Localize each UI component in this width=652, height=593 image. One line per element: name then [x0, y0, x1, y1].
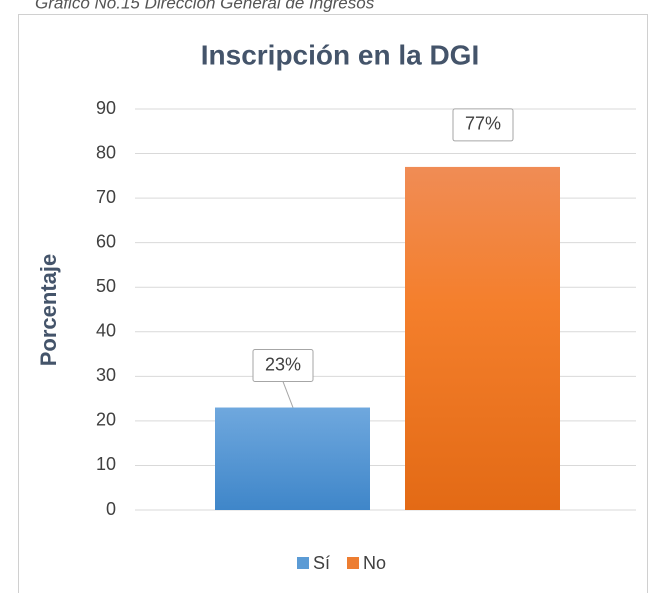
bar	[215, 407, 370, 510]
data-label: 77%	[465, 114, 501, 134]
data-label-box	[252, 349, 314, 383]
y-tick-label: 40	[96, 321, 116, 341]
legend-swatch	[347, 557, 359, 569]
y-tick-label: 70	[96, 187, 116, 207]
caption: Gráfico No.15 Dirección General de Ingre…	[35, 0, 375, 12]
bar	[405, 166, 560, 510]
y-tick-label: 50	[96, 276, 116, 296]
legend-label: No	[363, 553, 386, 573]
y-tick-label: 10	[96, 454, 116, 474]
leader-line	[282, 381, 294, 408]
y-tick-label: 60	[96, 231, 116, 251]
y-tick-label: 90	[96, 98, 116, 118]
chart-title: Inscripción en la DGI	[201, 39, 480, 70]
caption-bg	[30, 0, 530, 14]
y-tick-label: 0	[106, 499, 116, 519]
data-label: 23%	[265, 354, 301, 374]
y-tick-label: 20	[96, 410, 116, 430]
y-tick-label: 80	[96, 142, 116, 162]
y-tick-label: 30	[96, 365, 116, 385]
legend-label: Sí	[313, 553, 330, 573]
legend-swatch	[297, 557, 309, 569]
data-label-box	[452, 108, 514, 142]
y-axis-label: Porcentaje	[36, 254, 61, 367]
